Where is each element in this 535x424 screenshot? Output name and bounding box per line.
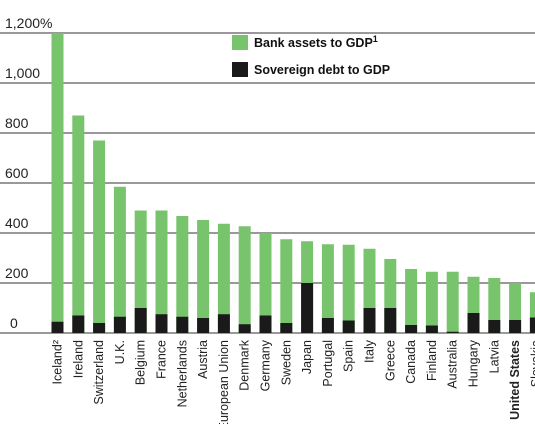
bar-sovereign-debt [529, 317, 535, 333]
bar-bank-assets [488, 278, 501, 333]
legend-label: Sovereign debt to GDP [254, 63, 390, 77]
category-labels: Iceland² Ireland Switzerland U.K. Belgium Fra… [51, 339, 535, 424]
bar-sovereign-debt [405, 325, 418, 333]
bar-sovereign-debt [321, 318, 334, 333]
bar-sovereign-debt [93, 323, 106, 333]
category-label: Ireland [71, 340, 85, 378]
y-tick-label: 400 [5, 215, 29, 231]
category-label: Slovakia [529, 340, 535, 387]
bar-bank-assets [51, 33, 64, 333]
legend-item-bank-assets: Bank assets to GDP1 [232, 34, 378, 50]
bar-bank-assets [280, 239, 293, 333]
category-label: Greece [383, 340, 397, 381]
category-label: France [155, 340, 169, 379]
category-label: Finland [425, 340, 439, 381]
y-axis-labels: 1,200% 1,000 800 600 400 200 0 [5, 15, 52, 331]
bar-sovereign-debt [259, 315, 272, 333]
category-label: Sweden [279, 340, 293, 385]
legend: Bank assets to GDP1 Sovereign debt to GDP [232, 34, 390, 77]
bar-sovereign-debt [301, 283, 314, 333]
bar-sovereign-debt [488, 320, 501, 333]
bar-sovereign-debt [72, 315, 85, 333]
bar-sovereign-debt [176, 316, 189, 333]
category-label: U.K. [113, 340, 127, 364]
bar-sovereign-debt [155, 314, 168, 333]
category-label: Italy [363, 339, 377, 363]
y-tick-label: 1,000 [5, 65, 40, 81]
category-label: United States [508, 340, 522, 420]
bar-sovereign-debt [51, 321, 64, 333]
y-tick-label: 600 [5, 165, 29, 181]
bar-bank-assets [425, 271, 438, 333]
bar-bank-assets [342, 244, 355, 333]
bar-sovereign-debt [217, 314, 230, 333]
category-label: Iceland² [51, 340, 65, 384]
y-tick-label: 0 [10, 315, 18, 331]
legend-swatch [232, 62, 248, 77]
bar-bank-assets [176, 216, 189, 333]
bar-bank-assets [405, 269, 418, 333]
bar-bank-assets [134, 210, 147, 333]
bar-bank-assets [217, 223, 230, 333]
category-label: Netherlands [175, 340, 189, 407]
bar-sovereign-debt [425, 325, 438, 333]
bar-bank-assets [529, 292, 535, 333]
bar-sovereign-debt [363, 308, 376, 333]
y-tick-label: 200 [5, 265, 29, 281]
category-label: Switzerland [92, 340, 106, 405]
bar-sovereign-debt [113, 316, 126, 333]
category-label: Belgium [134, 340, 148, 385]
category-label: Austria [196, 340, 210, 379]
bar-bank-assets [93, 140, 106, 333]
bar-bank-assets [259, 233, 272, 333]
bar-sovereign-debt [467, 313, 480, 333]
bar-sovereign-debt [446, 331, 459, 333]
bar-sovereign-debt [280, 323, 293, 333]
legend-item-sovereign-debt: Sovereign debt to GDP [232, 62, 390, 77]
bar-bank-assets [446, 271, 459, 333]
bar-bank-assets [509, 283, 522, 333]
bar-sovereign-debt [197, 318, 210, 333]
category-label: Hungary [467, 339, 481, 387]
category-label: Australia [446, 340, 460, 389]
y-tick-label: 1,200% [5, 15, 52, 31]
bar-bank-assets [155, 210, 168, 333]
legend-label: Bank assets to GDP1 [254, 34, 378, 50]
bar-sovereign-debt [134, 308, 147, 333]
bar-bank-assets [321, 244, 334, 333]
bar-bank-assets [197, 220, 210, 333]
y-tick-label: 800 [5, 115, 29, 131]
bar-bank-assets [72, 115, 85, 333]
bar-bank-assets [113, 186, 126, 333]
bar-sovereign-debt [342, 320, 355, 333]
category-label: Portugal [321, 340, 335, 387]
bar-bank-assets [238, 226, 251, 333]
category-label: Latvia [487, 340, 501, 373]
category-label: Germany [259, 339, 273, 391]
bar-sovereign-debt [238, 324, 251, 333]
bar-sovereign-debt [384, 308, 397, 333]
category-label: European Union [217, 340, 231, 424]
category-label: Denmark [238, 339, 252, 390]
bars [51, 33, 535, 333]
bar-sovereign-debt [509, 320, 522, 333]
legend-swatch [232, 35, 248, 50]
category-label: Canada [404, 340, 418, 384]
category-label: Japan [300, 340, 314, 374]
category-label: Spain [342, 340, 356, 372]
